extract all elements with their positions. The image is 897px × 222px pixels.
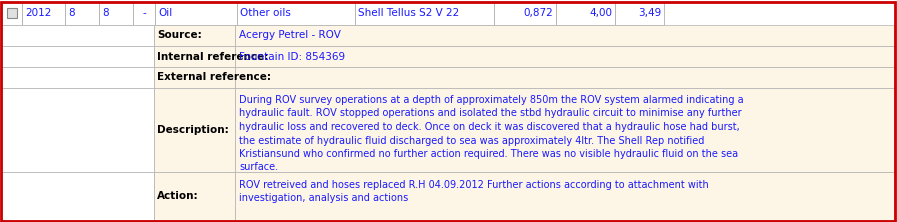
Text: the estimate of hydraulic fluid discharged to sea was approximately 4ltr. The Sh: the estimate of hydraulic fluid discharg… [239, 135, 704, 145]
Text: Description:: Description: [157, 125, 229, 135]
Text: surface.: surface. [239, 163, 278, 172]
Bar [22, 2, 65, 25]
Bar [355, 2, 494, 25]
Bar [615, 2, 664, 25]
Text: 2012: 2012 [25, 8, 51, 18]
Bar [235, 25, 894, 46]
Bar [556, 2, 615, 25]
Bar [2, 46, 154, 67]
Text: Kristiansund who confirmed no further action required. There was no visible hydr: Kristiansund who confirmed no further ac… [239, 149, 738, 159]
Bar [99, 2, 133, 25]
Text: 8: 8 [102, 8, 109, 18]
Bar [235, 46, 894, 67]
Bar [235, 67, 894, 88]
Bar [154, 172, 235, 220]
Bar [154, 25, 235, 46]
Text: hydraulic fault. ROV stopped operations and isolated the stbd hydraulic circuit : hydraulic fault. ROV stopped operations … [239, 109, 742, 119]
Bar [237, 2, 355, 25]
Bar [154, 46, 235, 67]
Text: 4,00: 4,00 [589, 8, 612, 18]
Text: Other oils: Other oils [240, 8, 291, 18]
Bar [154, 88, 235, 172]
Text: ROV retreived and hoses replaced R.H 04.09.2012 Further actions according to att: ROV retreived and hoses replaced R.H 04.… [239, 180, 709, 190]
Text: Action:: Action: [157, 191, 198, 201]
Text: hydraulic loss and recovered to deck. Once on deck it was discovered that a hydr: hydraulic loss and recovered to deck. On… [239, 122, 740, 132]
Text: Source:: Source: [157, 30, 202, 40]
Bar [155, 2, 237, 25]
Text: During ROV survey operations at a depth of approximately 850m the ROV system ala: During ROV survey operations at a depth … [239, 95, 744, 105]
Bar [2, 172, 154, 220]
Bar [2, 25, 154, 46]
Text: 3,49: 3,49 [638, 8, 661, 18]
Bar [2, 88, 154, 172]
Text: External reference:: External reference: [157, 73, 271, 83]
Text: Fountain ID: 854369: Fountain ID: 854369 [239, 52, 345, 61]
Text: Oil: Oil [158, 8, 172, 18]
Bar [2, 67, 154, 88]
Bar [235, 88, 894, 172]
Bar [494, 2, 556, 25]
Bar [133, 2, 155, 25]
Bar [7, 8, 17, 18]
Text: investigation, analysis and actions: investigation, analysis and actions [239, 193, 408, 203]
Text: Shell Tellus S2 V 22: Shell Tellus S2 V 22 [358, 8, 459, 18]
Text: Acergy Petrel - ROV: Acergy Petrel - ROV [239, 30, 341, 40]
Text: Internal reference:: Internal reference: [157, 52, 268, 61]
Bar [65, 2, 99, 25]
Text: 0,872: 0,872 [523, 8, 553, 18]
Text: -: - [142, 8, 146, 18]
Bar [2, 2, 22, 25]
Text: 8: 8 [68, 8, 74, 18]
Bar [154, 67, 235, 88]
Bar [235, 172, 894, 220]
